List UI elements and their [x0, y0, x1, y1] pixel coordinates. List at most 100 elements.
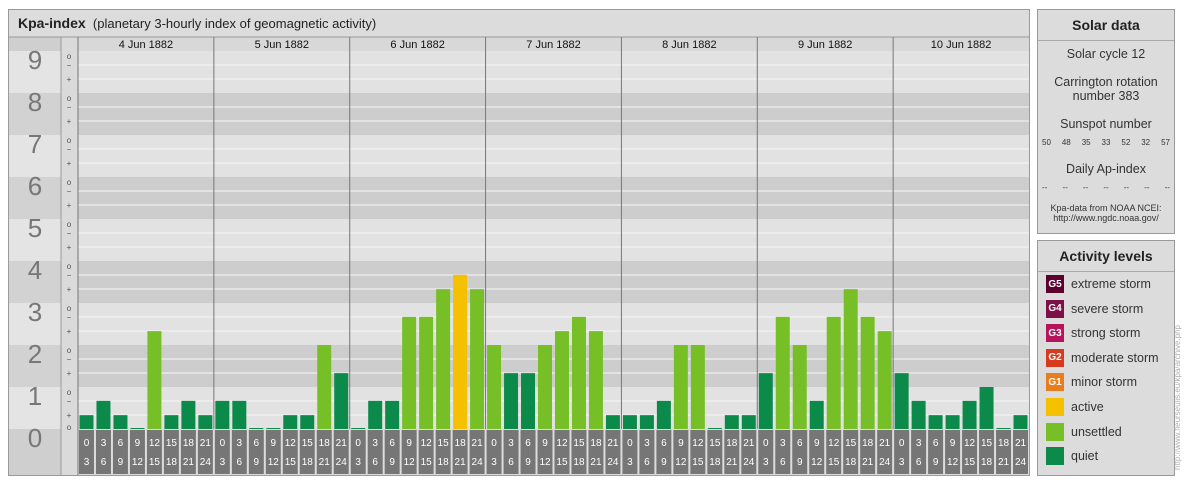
kp-bar: [809, 400, 824, 429]
day-label: 4 Jun 1882: [119, 39, 173, 51]
kp-bar: [232, 400, 247, 429]
time-slot-box: [826, 430, 842, 474]
y-subtick-label: o: [67, 94, 72, 103]
time-slot-end: 15: [556, 457, 568, 468]
kp-bar: [436, 289, 451, 429]
time-slot-box: [163, 430, 179, 474]
kp-bar: [368, 400, 383, 429]
time-slot-box: [792, 430, 808, 474]
time-slot-box: [843, 430, 859, 474]
time-slot-box: [95, 430, 111, 474]
kp-bar: [300, 415, 315, 429]
sunspot-values: 50 48 35 33 52 32 57: [1042, 138, 1170, 147]
time-slot-end: 3: [355, 457, 361, 468]
legend-swatch: [1046, 422, 1064, 441]
time-slot-box: [401, 430, 417, 474]
time-slot-box: [758, 430, 774, 474]
day-label: 8 Jun 1882: [662, 39, 716, 51]
time-slot-box: [469, 430, 485, 474]
time-slot-box: [945, 430, 961, 474]
kp-bar: [215, 400, 230, 429]
time-slot-end: 3: [220, 457, 226, 468]
y-subtick-label: +: [67, 369, 72, 378]
time-slot-start: 3: [644, 438, 650, 449]
time-slot-start: 9: [542, 438, 548, 449]
time-slot-end: 24: [472, 457, 484, 468]
kp-bar: [113, 415, 128, 429]
time-slot-start: 12: [556, 438, 568, 449]
kp-bar: [96, 400, 111, 429]
time-slot-start: 12: [285, 438, 297, 449]
time-slot-end: 9: [254, 457, 260, 468]
kp-bar: [724, 415, 739, 429]
time-slot-end: 21: [862, 457, 874, 468]
time-slot-end: 12: [947, 457, 959, 468]
time-slot-start: 6: [118, 438, 124, 449]
time-slot-end: 24: [743, 457, 755, 468]
time-slot-end: 6: [644, 457, 650, 468]
legend-item: G3 strong storm: [1046, 324, 1140, 343]
kp-bar: [419, 316, 434, 429]
day-label: 10 Jun 1882: [931, 39, 992, 51]
time-slot-start: 12: [692, 438, 704, 449]
ap-index-value: --: [1042, 183, 1048, 192]
ap-index-value: --: [1144, 183, 1150, 192]
kp-bar: [453, 274, 468, 429]
time-slot-end: 15: [828, 457, 840, 468]
y-axis-band: [9, 177, 61, 219]
time-slot-start: 0: [899, 438, 905, 449]
day-label: 9 Jun 1882: [798, 39, 852, 51]
y-subtick-label: +: [67, 75, 72, 84]
time-slot-start: 9: [678, 438, 684, 449]
legend-label: active: [1071, 400, 1104, 414]
time-slot-box: [520, 430, 536, 474]
sunspot-value: 52: [1121, 138, 1131, 147]
time-slot-box: [724, 430, 740, 474]
kp-bar: [181, 400, 196, 429]
time-slot-box: [129, 430, 145, 474]
time-slot-box: [979, 430, 995, 474]
time-slot-start: 3: [237, 438, 243, 449]
kp-bar: [758, 373, 773, 429]
time-slot-box: [554, 430, 570, 474]
ap-index-value: --: [1103, 183, 1109, 192]
time-slot-box: [1013, 430, 1028, 474]
time-slot-start: 18: [455, 438, 467, 449]
time-slot-end: 18: [709, 457, 721, 468]
kp-bar: [962, 400, 977, 429]
time-slot-start: 0: [84, 438, 90, 449]
time-slot-start: 15: [302, 438, 314, 449]
time-slot-end: 6: [101, 457, 107, 468]
time-slot-start: 9: [271, 438, 277, 449]
kp-bar: [894, 373, 909, 429]
carrington-rotation-line1: Carrington rotation: [1054, 75, 1158, 89]
time-slot-start: 6: [933, 438, 939, 449]
kp-bar: [283, 415, 298, 429]
y-subtick-label: −: [67, 61, 72, 70]
kp-bar: [147, 331, 162, 429]
time-slot-end: 9: [118, 457, 124, 468]
time-slot-start: 15: [981, 438, 993, 449]
time-slot-start: 21: [472, 438, 484, 449]
time-slot-start: 6: [525, 438, 531, 449]
y-subtick-label: +: [67, 285, 72, 294]
time-slot-start: 6: [254, 438, 260, 449]
time-slot-box: [775, 430, 791, 474]
sunspot-value: 48: [1061, 138, 1071, 147]
kp-bar: [504, 373, 519, 429]
y-subaxis-column: [61, 37, 78, 475]
time-slot-box: [452, 430, 468, 474]
time-slot-end: 6: [372, 457, 378, 468]
y-subtick-label: o: [67, 262, 72, 271]
y-subtick-label: +: [67, 411, 72, 420]
time-slot-start: 21: [336, 438, 348, 449]
time-slot-box: [690, 430, 706, 474]
legend-swatch: G3: [1046, 324, 1064, 343]
y-subtick-label: +: [67, 327, 72, 336]
kp-bar: [588, 331, 603, 429]
time-slot-end: 3: [627, 457, 633, 468]
time-slot-box: [214, 430, 230, 474]
time-slot-end: 21: [183, 457, 195, 468]
kp-bar: [826, 316, 841, 429]
time-slot-box: [282, 430, 298, 474]
